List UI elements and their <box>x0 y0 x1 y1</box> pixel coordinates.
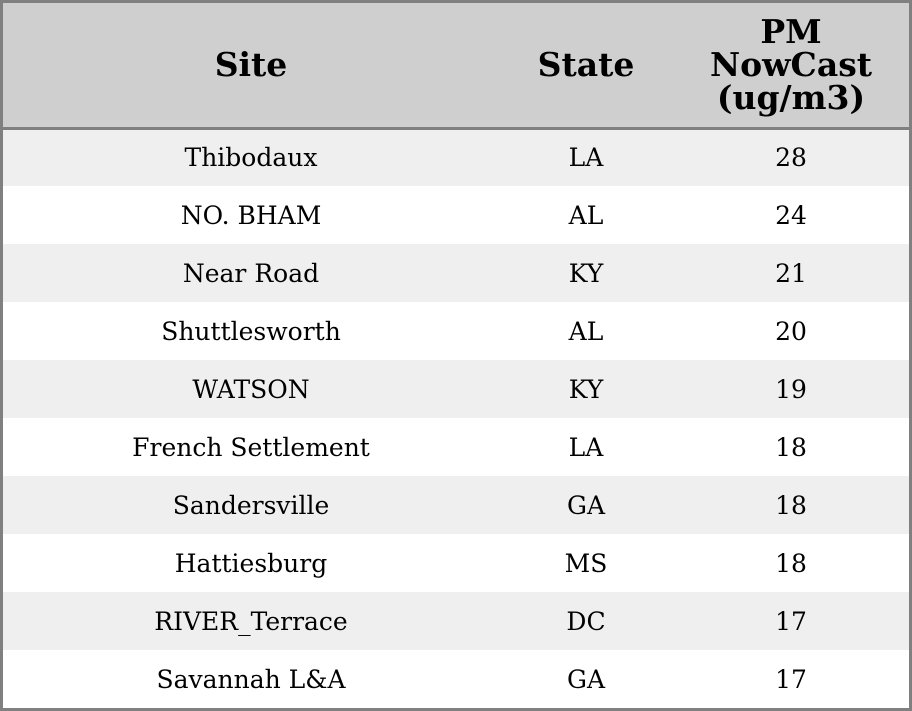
site-cell: Sandersville <box>172 490 330 520</box>
pm-value-cell: 17 <box>775 664 807 694</box>
pm-value-cell: 17 <box>775 606 807 636</box>
table-row: Thibodaux LA 28 <box>3 128 909 186</box>
state-cell: KY <box>568 258 604 288</box>
pm-value-cell: 18 <box>775 490 807 520</box>
header-site-line-1: Site <box>214 45 288 85</box>
table-row: Shuttlesworth AL 20 <box>3 302 909 360</box>
site-cell: Near Road <box>182 258 320 288</box>
pm-value-cell: 18 <box>775 548 807 578</box>
table-row: Hattiesburg MS 18 <box>3 534 909 592</box>
pm-value-cell: 18 <box>775 432 807 462</box>
table-row: French Settlement LA 18 <box>3 418 909 476</box>
header-state: State <box>499 3 673 130</box>
pm-value-cell: 20 <box>775 316 807 346</box>
table-row: Savannah L&A GA 17 <box>3 650 909 708</box>
site-cell: NO. BHAM <box>180 200 322 230</box>
site-cell: Savannah L&A <box>156 664 346 694</box>
header-pm-line-3: (ug/m3) <box>716 78 866 118</box>
site-cell: Thibodaux <box>184 143 318 173</box>
state-cell: KY <box>568 374 604 404</box>
header-state-line-1: State <box>537 45 635 85</box>
table-row: Near Road KY 21 <box>3 244 909 302</box>
pm-value-cell: 19 <box>775 374 807 404</box>
table-row: Sandersville GA 18 <box>3 476 909 534</box>
state-cell: AL <box>568 316 604 346</box>
header-pm-nowcast: PM NowCast (ug/m3) <box>673 3 909 130</box>
data-table: Site State PM NowCast (ug/m3) Thibodaux L… <box>3 3 909 708</box>
table-row: WATSON KY 19 <box>3 360 909 418</box>
state-cell: LA <box>568 143 604 173</box>
state-cell: LA <box>568 432 604 462</box>
header-pm-line-2: NowCast <box>709 45 873 85</box>
pm-value-cell: 28 <box>775 143 807 173</box>
site-cell: WATSON <box>192 374 310 404</box>
state-cell: GA <box>566 664 606 694</box>
table-body: Thibodaux LA 28 NO. BHAM AL 24 Near Road KY 21 Sh… <box>3 128 909 708</box>
state-cell: GA <box>566 490 606 520</box>
site-cell: Hattiesburg <box>174 548 328 578</box>
pm-value-cell: 21 <box>775 258 807 288</box>
state-cell: MS <box>564 548 608 578</box>
header-row: Site State PM NowCast (ug/m3) <box>3 3 909 130</box>
site-cell: Shuttlesworth <box>161 316 341 346</box>
pm-value-cell: 24 <box>775 200 807 230</box>
header-pm-line-1: PM <box>760 12 822 52</box>
table-row: RIVER_Terrace DC 17 <box>3 592 909 650</box>
state-cell: DC <box>566 606 606 636</box>
site-cell: French Settlement <box>132 432 370 462</box>
state-cell: AL <box>568 200 604 230</box>
header-site: Site <box>3 3 499 130</box>
site-cell: RIVER_Terrace <box>154 606 348 636</box>
table-row: NO. BHAM AL 24 <box>3 186 909 244</box>
